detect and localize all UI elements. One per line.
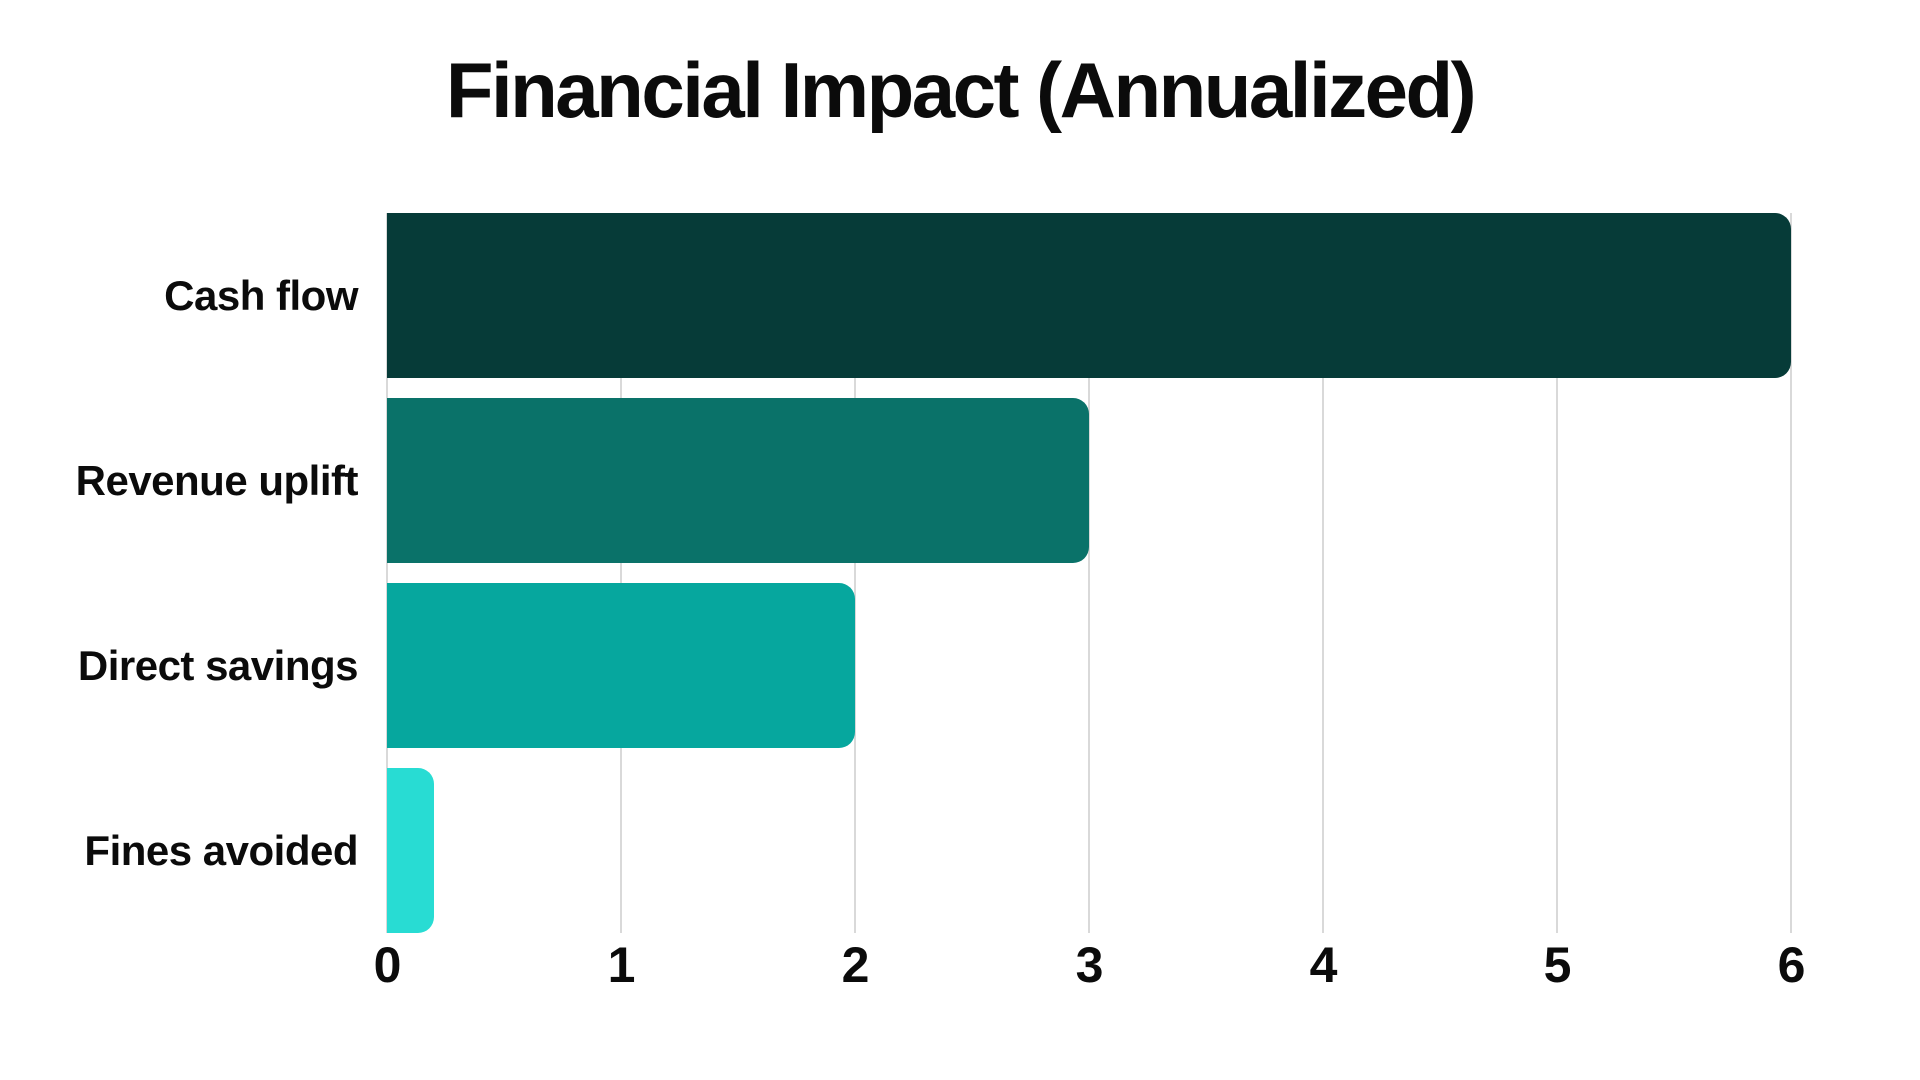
gridline (1556, 213, 1558, 933)
category-label: Direct savings (77, 641, 359, 689)
gridline (1790, 213, 1792, 933)
chart-title: Financial Impact (Annualized) (445, 46, 1477, 134)
gridline (620, 213, 622, 933)
tick-label: 5 (1543, 937, 1572, 993)
tick-label: 2 (841, 937, 870, 993)
plot-area (386, 213, 1792, 933)
value-axis: 0 1 2 3 4 5 6 (374, 937, 1806, 1010)
bar (387, 583, 855, 748)
tick-label: 1 (607, 937, 636, 993)
gridline (1088, 213, 1090, 933)
gridline (386, 213, 388, 933)
tick-label: 4 (1309, 937, 1338, 993)
bar (387, 398, 1089, 563)
gridline (854, 213, 856, 933)
gridline (1322, 213, 1324, 933)
category-label: Revenue uplift (75, 456, 359, 504)
category-label: Fines avoided (84, 826, 358, 874)
category-label: Cash flow (164, 271, 358, 319)
tick-label: 6 (1777, 937, 1806, 993)
tick-label: 3 (1075, 937, 1104, 993)
tick-label: 0 (373, 937, 402, 993)
category-axis: Cash flow Revenue uplift Direct savings Fin… (0, 213, 359, 933)
bar (387, 213, 1791, 378)
bar (387, 768, 434, 933)
